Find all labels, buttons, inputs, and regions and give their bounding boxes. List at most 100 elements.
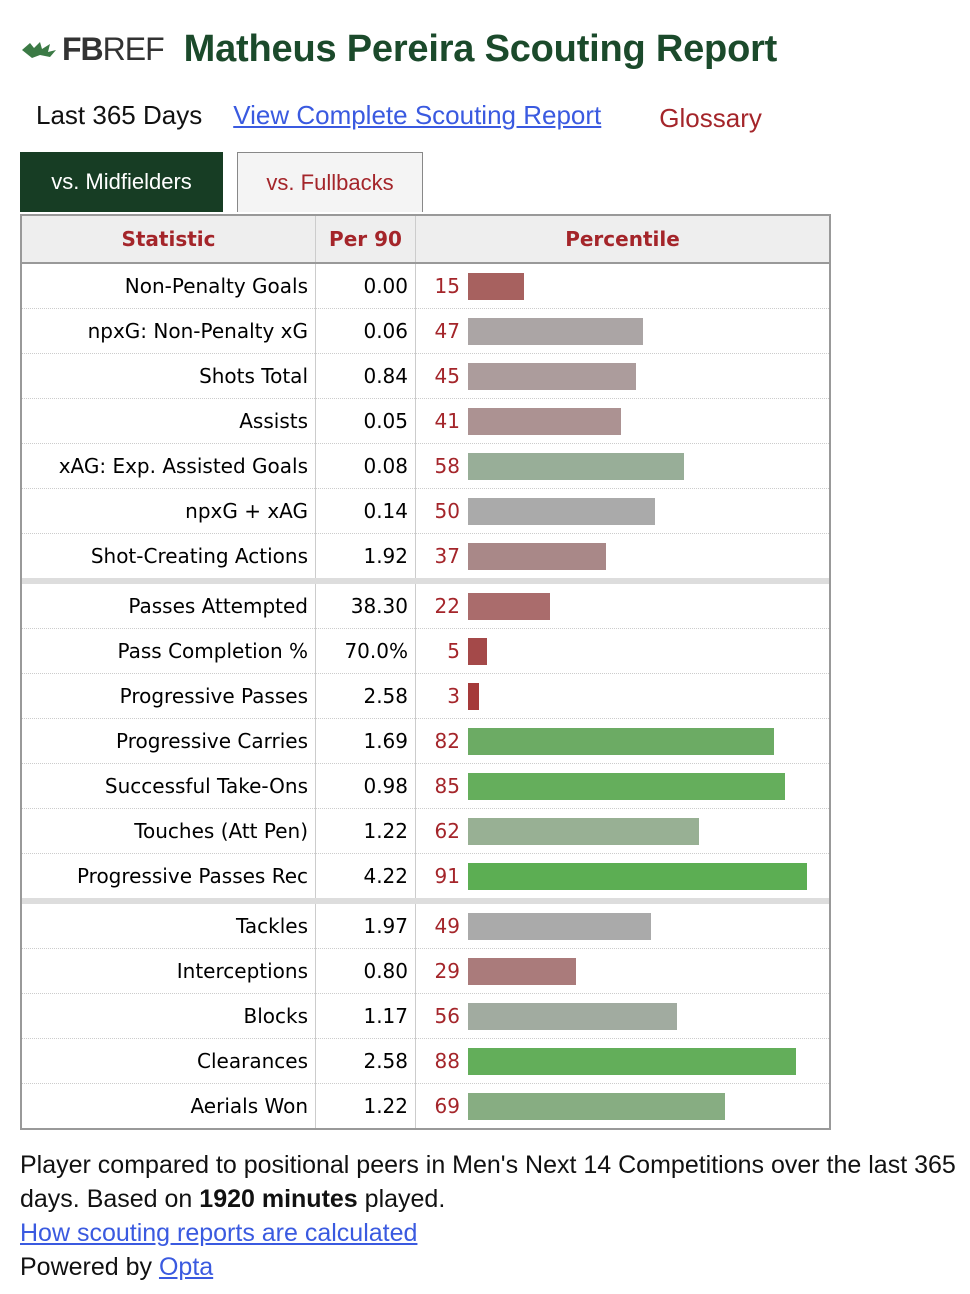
table-row: Tackles 1.97 49 (22, 901, 829, 949)
percentile-cell: 91 (415, 853, 829, 904)
percentile-value: 47 (434, 319, 460, 343)
percentile-bar (468, 452, 684, 480)
percentile-bar (468, 957, 576, 985)
per90-value: 0.08 (315, 443, 416, 489)
per90-value: 0.06 (315, 308, 416, 354)
page-title: Matheus Pereira Scouting Report (183, 28, 778, 70)
stat-name: Progressive Passes (22, 673, 316, 719)
per90-value: 1.22 (315, 1083, 416, 1128)
per90-value: 2.58 (315, 673, 416, 719)
percentile-cell: 3 (415, 673, 829, 719)
percentile-cell: 82 (415, 718, 829, 764)
table-row: Interceptions 0.80 29 (22, 948, 829, 994)
tab-midfielders[interactable]: vs. Midfielders (20, 152, 223, 212)
stat-name: Clearances (22, 1038, 316, 1084)
percentile-bar (468, 682, 479, 710)
percentile-cell: 49 (415, 901, 829, 949)
header-per90[interactable]: Per 90 (315, 216, 416, 264)
stat-name: Successful Take-Ons (22, 763, 316, 809)
per90-value: 1.22 (315, 808, 416, 854)
calc-link[interactable]: How scouting reports are calculated (20, 1219, 418, 1247)
percentile-value: 15 (434, 274, 460, 298)
percentile-cell: 45 (415, 353, 829, 399)
percentile-bar (468, 772, 785, 800)
per90-value: 1.97 (315, 901, 416, 949)
percentile-value: 85 (434, 774, 460, 798)
percentile-bar (468, 317, 643, 345)
percentile-value: 49 (434, 914, 460, 938)
table-row: Successful Take-Ons 0.98 85 (22, 763, 829, 809)
per90-value: 0.84 (315, 353, 416, 399)
header-percentile[interactable]: Percentile (415, 216, 829, 264)
percentile-value: 58 (434, 454, 460, 478)
per90-value: 0.98 (315, 763, 416, 809)
table-row: xAG: Exp. Assisted Goals 0.08 58 (22, 443, 829, 489)
per90-value: 38.30 (315, 581, 416, 629)
table-row: Shot-Creating Actions 1.92 37 (22, 533, 829, 584)
fbref-leaf-icon (22, 41, 56, 58)
percentile-bar (468, 862, 807, 890)
percentile-bar (468, 542, 606, 570)
percentile-value: 50 (434, 499, 460, 523)
table-row: Passes Attempted 38.30 22 (22, 581, 829, 629)
percentile-value: 62 (434, 819, 460, 843)
table-row: Progressive Carries 1.69 82 (22, 718, 829, 764)
stat-name: Shots Total (22, 353, 316, 399)
percentile-bar (468, 407, 621, 435)
percentile-bar (468, 912, 651, 940)
percentile-value: 5 (447, 639, 460, 663)
per90-value: 0.05 (315, 398, 416, 444)
per90-value: 0.80 (315, 948, 416, 994)
header-statistic[interactable]: Statistic (22, 216, 316, 264)
table-body: Non-Penalty Goals 0.00 15 npxG: Non-Penalty… (22, 263, 829, 1128)
stat-name: Touches (Att Pen) (22, 808, 316, 854)
stat-name: Assists (22, 398, 316, 444)
table-row: Aerials Won 1.22 69 (22, 1083, 829, 1128)
stat-name: Blocks (22, 993, 316, 1039)
stat-name: npxG + xAG (22, 488, 316, 534)
stat-name: Progressive Passes Rec (22, 853, 316, 904)
tab-fullbacks[interactable]: vs. Fullbacks (237, 152, 423, 212)
per90-value: 1.17 (315, 993, 416, 1039)
table-row: Clearances 2.58 88 (22, 1038, 829, 1084)
table-header-row: Statistic Per 90 Percentile (22, 216, 829, 264)
percentile-cell: 22 (415, 581, 829, 629)
glossary-link[interactable]: Glossary (659, 103, 762, 133)
percentile-cell: 56 (415, 993, 829, 1039)
percentile-value: 3 (447, 684, 460, 708)
footer: Player compared to positional peers in M… (20, 1148, 965, 1284)
stat-name: xAG: Exp. Assisted Goals (22, 443, 316, 489)
fbref-wordmark: FBREF (62, 31, 165, 68)
footer-text: Player compared to positional peers in M… (20, 1151, 956, 1213)
percentile-cell: 15 (415, 263, 829, 309)
fbref-logo[interactable]: FBREF (20, 31, 165, 68)
stat-name: Non-Penalty Goals (22, 263, 316, 309)
stat-name: Shot-Creating Actions (22, 533, 316, 584)
percentile-bar (468, 637, 487, 665)
logo-light: REF (102, 31, 165, 67)
percentile-value: 29 (434, 959, 460, 983)
percentile-cell: 62 (415, 808, 829, 854)
percentile-cell: 85 (415, 763, 829, 809)
percentile-bar (468, 1092, 725, 1120)
stat-name: Pass Completion % (22, 628, 316, 674)
table-row: Shots Total 0.84 45 (22, 353, 829, 399)
footer-description: Player compared to positional peers in M… (20, 1148, 965, 1216)
percentile-bar (468, 592, 550, 620)
per90-value: 0.00 (315, 263, 416, 309)
percentile-value: 45 (434, 364, 460, 388)
opta-link[interactable]: Opta (158, 1253, 214, 1281)
table-row: Assists 0.05 41 (22, 398, 829, 444)
percentile-cell: 5 (415, 628, 829, 674)
per90-value: 4.22 (315, 853, 416, 904)
scouting-table: Statistic Per 90 Percentile Non-Penalty … (20, 214, 831, 1130)
powered-by: Powered by Opta (20, 1250, 965, 1284)
percentile-cell: 41 (415, 398, 829, 444)
footer-text-end: played. (357, 1185, 446, 1213)
percentile-bar (468, 272, 524, 300)
stat-name: Passes Attempted (22, 581, 316, 629)
table-row: Blocks 1.17 56 (22, 993, 829, 1039)
table-row: Touches (Att Pen) 1.22 62 (22, 808, 829, 854)
complete-report-link[interactable]: View Complete Scouting Report (233, 100, 602, 130)
percentile-cell: 29 (415, 948, 829, 994)
